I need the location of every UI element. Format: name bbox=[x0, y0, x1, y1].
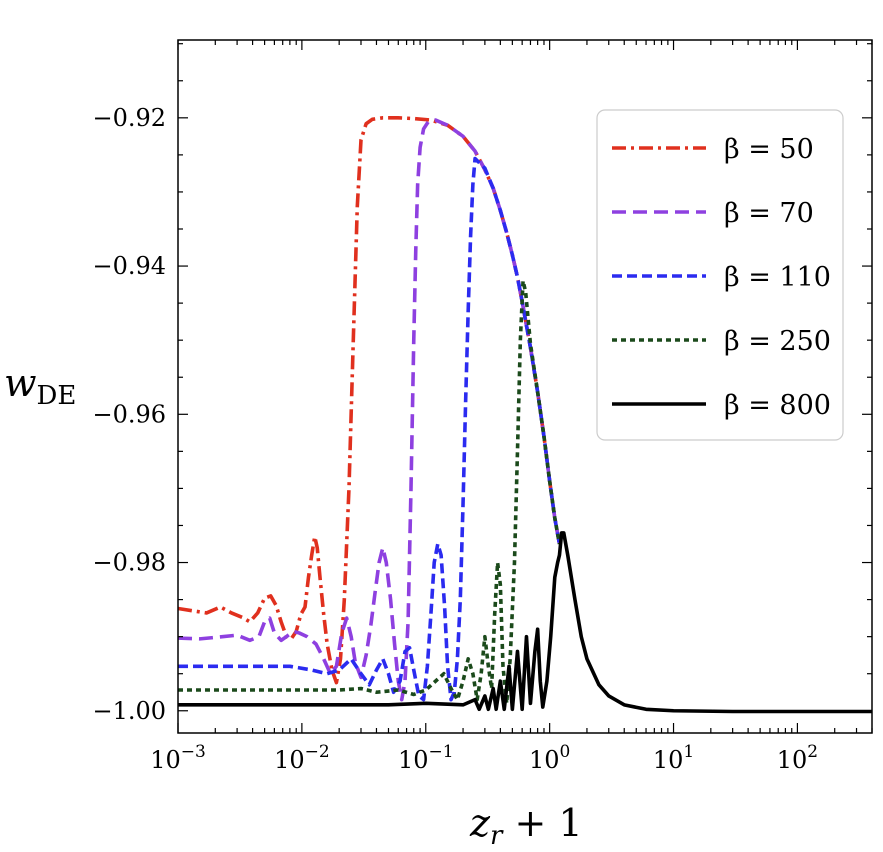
legend-label-3: β = 250 bbox=[724, 326, 831, 357]
legend-label-0: β = 50 bbox=[724, 134, 814, 165]
tick-labels-layer: 10−3 10−2 10−1 100 101 102 −0.92 −0.94 −0.96 −0.9… bbox=[92, 104, 818, 774]
series-layer bbox=[178, 116, 872, 714]
y-tick-label-4: −1.00 bbox=[92, 697, 166, 725]
legend-label-4: β = 800 bbox=[724, 390, 831, 421]
x-axis-label: zr + 1 bbox=[469, 801, 583, 851]
x-tick-label-3: 100 bbox=[529, 742, 570, 774]
legend-label-2: β = 110 bbox=[724, 262, 831, 293]
y-tick-label-2: −0.96 bbox=[92, 400, 166, 428]
x-tick-label-4: 101 bbox=[653, 742, 694, 774]
legend-items: β = 50 β = 70 β = 110 β = 250 β = 800 bbox=[612, 134, 831, 421]
series-line-1 bbox=[178, 118, 562, 702]
series-line-0 bbox=[178, 116, 562, 685]
y-tick-label-3: −0.98 bbox=[92, 549, 166, 577]
x-tick-label-1: 10−2 bbox=[274, 742, 330, 774]
x-tick-label-2: 10−1 bbox=[398, 742, 454, 774]
legend-label-1: β = 70 bbox=[724, 198, 814, 229]
plot-frame bbox=[177, 39, 873, 734]
x-tick-label-5: 102 bbox=[777, 742, 818, 774]
y-axis-label: wDE bbox=[4, 361, 76, 411]
series-line-2 bbox=[178, 156, 562, 702]
series-line-4 bbox=[178, 531, 872, 714]
series-line-3 bbox=[178, 279, 562, 706]
legend-box bbox=[596, 109, 844, 441]
x-tick-label-0: 10−3 bbox=[150, 742, 206, 774]
y-tick-label-0: −0.92 bbox=[92, 104, 166, 132]
y-tick-label-1: −0.94 bbox=[92, 252, 166, 280]
legend: β = 50 β = 70 β = 110 β = 250 β = 800 bbox=[596, 109, 844, 441]
